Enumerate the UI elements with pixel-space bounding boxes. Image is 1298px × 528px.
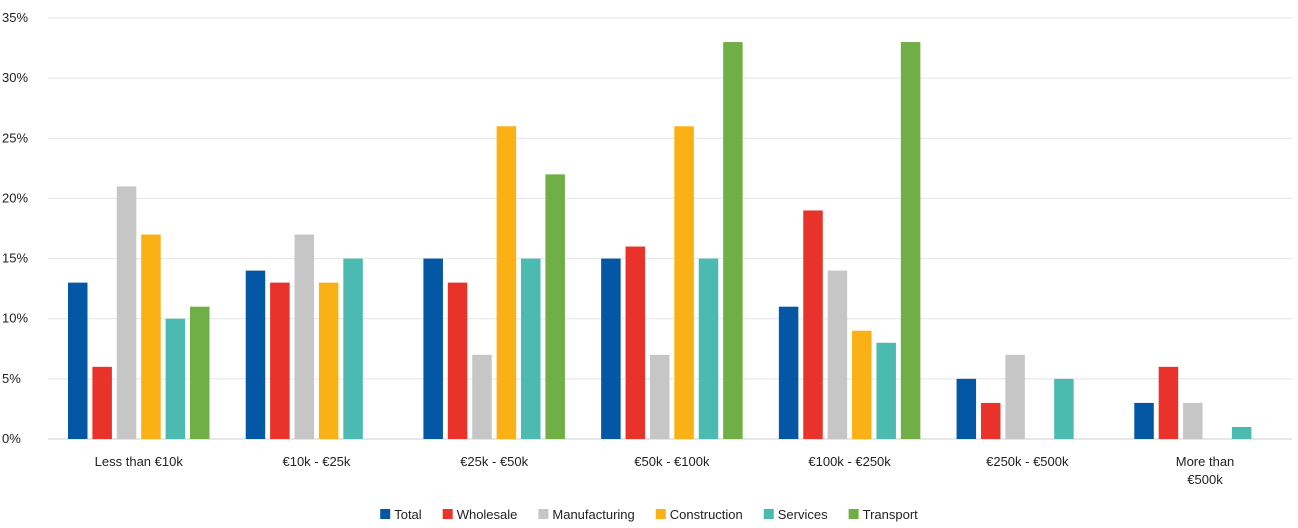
- legend-swatch-construction: [655, 509, 666, 519]
- bar-construction: [318, 282, 339, 439]
- x-category-label: Less than €10k: [95, 454, 184, 469]
- bar-wholesale: [1158, 366, 1179, 439]
- y-tick-label: 5%: [2, 371, 21, 386]
- legend-label-total: Total: [394, 507, 422, 522]
- x-category-label: €250k - €500k: [986, 454, 1069, 469]
- legend-label-construction: Construction: [670, 507, 743, 522]
- bar-manufacturing: [472, 354, 492, 439]
- bar-total: [601, 258, 621, 439]
- bar-services: [1231, 426, 1252, 439]
- y-tick-label: 10%: [2, 311, 28, 326]
- bar-construction: [852, 330, 872, 439]
- bar-manufacturing: [827, 270, 848, 439]
- bar-wholesale: [270, 282, 290, 439]
- bar-manufacturing: [1183, 402, 1203, 439]
- bar-total: [68, 282, 88, 439]
- bar-transport: [545, 174, 565, 439]
- bar-transport: [900, 42, 921, 440]
- bar-construction: [141, 234, 161, 439]
- x-category-label: €500k: [1187, 472, 1223, 487]
- legend: Total Wholesale Manufacturing Construction S…: [380, 507, 918, 522]
- bar-total: [423, 258, 443, 439]
- bar-manufacturing: [116, 186, 137, 439]
- bar-transport: [190, 306, 210, 439]
- gridlines: [48, 17, 1292, 440]
- y-tick-label: 25%: [2, 130, 28, 145]
- bar-wholesale: [625, 246, 646, 439]
- x-category-label: €100k - €250k: [808, 454, 891, 469]
- y-tick-label: 0%: [2, 431, 21, 446]
- legend-swatch-manufacturing: [538, 509, 549, 519]
- bar-services: [698, 258, 719, 439]
- bar-total: [245, 270, 266, 439]
- bar-total: [1134, 402, 1154, 439]
- x-category-label: €50k - €100k: [634, 454, 710, 469]
- x-category-label: €25k - €50k: [460, 454, 528, 469]
- bar-manufacturing: [1005, 354, 1025, 439]
- bar-construction: [496, 126, 517, 439]
- legend-label-manufacturing: Manufacturing: [552, 507, 634, 522]
- legend-swatch-services: [763, 509, 774, 519]
- y-tick-label: 15%: [2, 251, 28, 266]
- legend-swatch-wholesale: [442, 509, 453, 519]
- y-tick-label: 30%: [2, 70, 28, 85]
- bar-wholesale: [980, 402, 1001, 439]
- bar-services: [876, 342, 896, 439]
- bar-services: [1054, 378, 1074, 439]
- bar-construction: [674, 126, 694, 439]
- y-tick-label: 20%: [2, 190, 28, 205]
- bar-total: [778, 306, 799, 439]
- legend-swatch-transport: [848, 509, 859, 519]
- bar-wholesale: [803, 210, 823, 439]
- bar-wholesale: [92, 366, 112, 439]
- legend-label-transport: Transport: [863, 507, 919, 522]
- y-axis-tick-labels: 0% 5% 10% 15% 20% 25% 30% 35%: [2, 10, 28, 446]
- bar-total: [956, 378, 977, 439]
- x-category-label: More than: [1176, 454, 1235, 469]
- legend-label-wholesale: Wholesale: [457, 507, 518, 522]
- legend-label-services: Services: [778, 507, 828, 522]
- bar-manufacturing: [294, 234, 315, 439]
- bar-services: [343, 258, 363, 439]
- bar-wholesale: [447, 282, 468, 439]
- legend-swatch-total: [380, 509, 391, 519]
- x-axis-category-labels: Less than €10k €10k - €25k €25k - €50k €50k…: [95, 454, 1235, 487]
- bars: [68, 42, 1252, 440]
- x-category-label: €10k - €25k: [282, 454, 350, 469]
- bar-manufacturing: [649, 354, 670, 439]
- bar-services: [521, 258, 541, 439]
- y-tick-label: 35%: [2, 10, 28, 25]
- bar-transport: [723, 42, 743, 440]
- bar-services: [165, 318, 186, 439]
